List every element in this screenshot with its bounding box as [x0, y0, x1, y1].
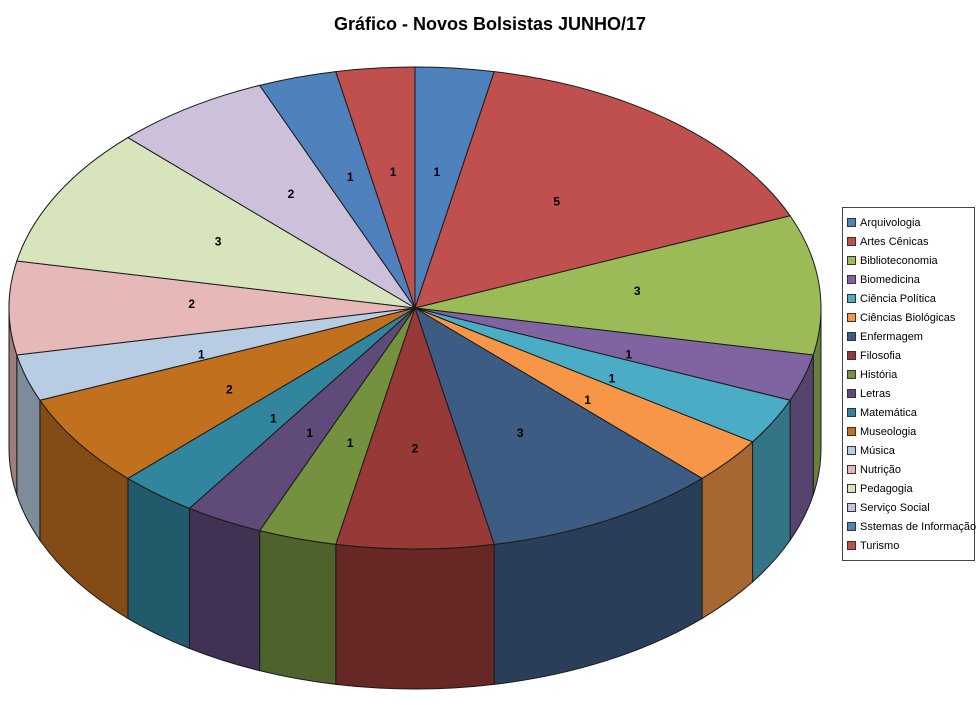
legend-marker: [847, 218, 856, 227]
legend-marker: [847, 237, 856, 246]
legend-item: Nutrição: [847, 460, 972, 479]
legend-marker: [847, 389, 856, 398]
pie-slice-value-label: 3: [634, 284, 641, 298]
legend-label: Música: [860, 444, 895, 457]
pie-slice: [8, 260, 416, 356]
pie-slice-side: [188, 507, 261, 672]
legend-marker: [847, 408, 856, 417]
pie-slice-value-label: 1: [270, 411, 277, 425]
legend-marker: [847, 370, 856, 379]
legend-marker: [847, 294, 856, 303]
legend-item: Serviço Social: [847, 498, 972, 517]
legend-label: Pedagogia: [860, 482, 913, 495]
legend-marker: [847, 332, 856, 341]
pie-slice-value-label: 1: [198, 347, 205, 361]
legend-label: Serviço Social: [860, 501, 930, 514]
legend-item: Ciência Política: [847, 289, 972, 308]
legend-marker: [847, 427, 856, 436]
chart-legend: Arquivologia Artes Cênicas Biblioteconomia…: [842, 207, 976, 561]
pie-slice-value-label: 2: [412, 442, 419, 456]
legend-item: Museologia: [847, 422, 972, 441]
legend-label: Turismo: [860, 539, 900, 552]
pie-slice: [414, 215, 822, 356]
legend-item: Turismo: [847, 536, 972, 555]
legend-label: Biblioteconomia: [860, 254, 938, 267]
chart-title: Gráfico - Novos Bolsistas JUNHO/17: [333, 14, 647, 34]
pie-slice: [126, 84, 416, 309]
pie-slice-value-label: 1: [609, 371, 616, 385]
legend-label: Sstemas de Informação: [860, 520, 977, 533]
pie-slice-value-label: 1: [306, 426, 313, 440]
legend-marker: [847, 256, 856, 265]
pie-slice-value-label: 1: [347, 436, 354, 450]
legend-item: Enfermagem: [847, 327, 972, 346]
legend-item: Biomedicina: [847, 270, 972, 289]
legend-item: Letras: [847, 384, 972, 403]
legend-item: Arquivologia: [847, 213, 972, 232]
legend-label: Filosofia: [860, 349, 901, 362]
legend-marker: [847, 465, 856, 474]
legend-item: Biblioteconomia: [847, 251, 972, 270]
legend-label: Nutrição: [860, 463, 901, 476]
pie-slice: [414, 71, 791, 309]
legend-label: Ciência Política: [860, 292, 936, 305]
legend-label: Biomedicina: [860, 273, 920, 286]
pie-slice: [16, 137, 416, 309]
pie-slice-value-label: 2: [226, 383, 233, 397]
pie-slice-value-label: 5: [553, 195, 560, 209]
pie-slice: [414, 306, 704, 545]
legend-marker: [847, 351, 856, 360]
pie-slice-value-label: 2: [188, 297, 195, 311]
pie-slice-value-label: 3: [215, 235, 222, 249]
pie-slice-value-label: 1: [625, 347, 632, 361]
legend-item: Artes Cênicas: [847, 232, 972, 251]
legend-item: Ciências Biológicas: [847, 308, 972, 327]
legend-item: História: [847, 365, 972, 384]
legend-label: Artes Cênicas: [860, 235, 929, 248]
legend-marker: [847, 503, 856, 512]
pie-slice: [39, 307, 416, 479]
pie-slice-value-label: 1: [434, 165, 441, 179]
legend-label: Arquivologia: [860, 216, 921, 229]
pie-slice: [335, 306, 495, 550]
legend-label: Letras: [860, 387, 891, 400]
pie-slice-value-label: 1: [347, 170, 354, 184]
legend-marker: [847, 446, 856, 455]
legend-item: Matemática: [847, 403, 972, 422]
pie-slice-value-label: 2: [288, 187, 295, 201]
legend-label: História: [860, 368, 898, 381]
pie-slice-side: [259, 530, 337, 685]
legend-item: Filosofia: [847, 346, 972, 365]
legend-label: Matemática: [860, 406, 917, 419]
pie-slice-side: [335, 543, 495, 690]
legend-item: Pedagogia: [847, 479, 972, 498]
pie-slice-value-label: 1: [390, 165, 397, 179]
legend-marker: [847, 541, 856, 550]
legend-marker: [847, 275, 856, 284]
pie-slice-value-label: 1: [584, 393, 591, 407]
legend-item: Sstemas de Informação: [847, 517, 976, 536]
legend-label: Ciências Biológicas: [860, 311, 956, 324]
legend-label: Museologia: [860, 425, 917, 438]
legend-item: Música: [847, 441, 972, 460]
legend-marker: [847, 484, 856, 493]
legend-label: Enfermagem: [860, 330, 923, 343]
legend-marker: [847, 522, 856, 531]
pie-slice: [335, 66, 416, 309]
pie-slice-value-label: 3: [517, 426, 524, 440]
legend-marker: [847, 313, 856, 322]
